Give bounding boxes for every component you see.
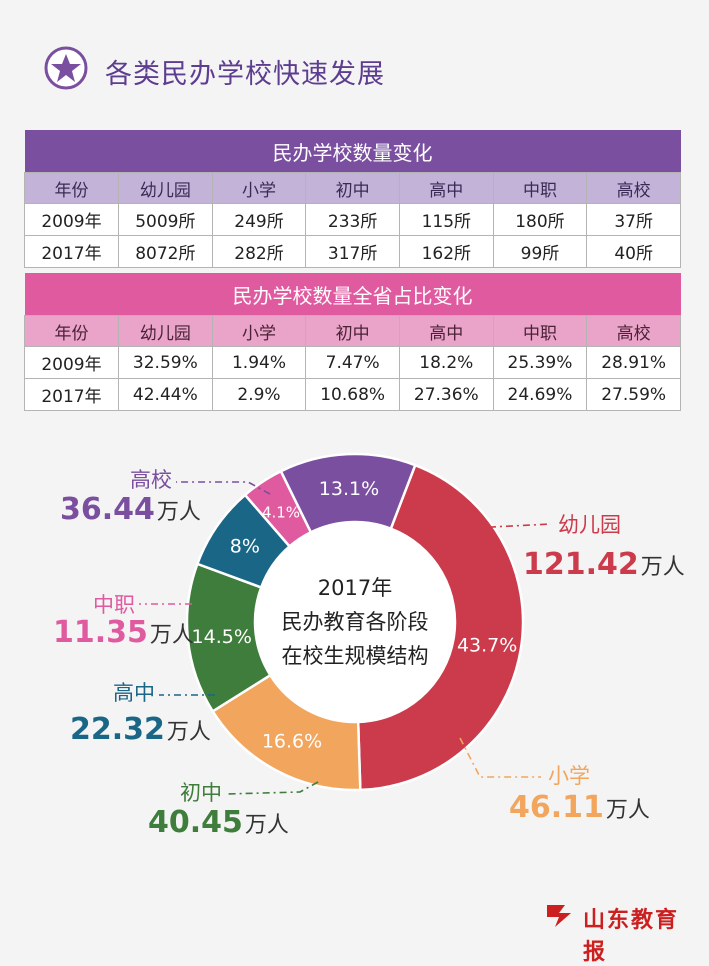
slice-percent-label: 14.5% [192, 626, 252, 648]
logo-icon [547, 905, 571, 927]
table-row: 2017年 8072所 282所 317所 162所 99所 40所 [24, 235, 681, 268]
table-cell: 37所 [586, 203, 681, 236]
header-cell: 中职 [492, 172, 588, 204]
table-cell: 2009年 [24, 203, 119, 236]
table-cell: 317所 [305, 235, 400, 268]
table-cell: 2017年 [24, 378, 119, 411]
slice-value-label: 40.45万人 [148, 805, 289, 840]
table-cell: 27.36% [398, 378, 494, 411]
table-cell: 27.59% [586, 378, 681, 411]
slice-value-label: 121.42万人 [523, 547, 685, 582]
page-title: 各类民办学校快速发展 [105, 59, 385, 90]
school-share-table: 民办学校数量全省占比变化 年份 幼儿园 小学 初中 高中 中职 高校 2009年… [24, 273, 681, 411]
header-cell: 初中 [305, 172, 400, 204]
slice-value-label: 11.35万人 [53, 615, 194, 650]
leader-line [225, 781, 319, 795]
header-cell: 幼儿园 [118, 315, 213, 347]
table-cell: 282所 [211, 235, 307, 268]
table-caption: 民办学校数量全省占比变化 [24, 273, 681, 316]
slice-category-label: 幼儿园 [558, 513, 621, 537]
header-cell: 中职 [492, 315, 588, 347]
table-cell: 162所 [398, 235, 494, 268]
header-cell: 小学 [211, 315, 307, 347]
table-cell: 99所 [492, 235, 588, 268]
table-cell: 18.2% [398, 346, 494, 379]
slice-value-label: 36.44万人 [60, 492, 201, 527]
star-icon [44, 46, 88, 90]
slice-value-label: 46.11万人 [509, 790, 650, 825]
table-cell: 42.44% [118, 378, 213, 411]
slice-category-label: 高中 [113, 681, 155, 705]
table-cell: 8072所 [118, 235, 213, 268]
slice-category-label: 小学 [548, 764, 590, 788]
newspaper-logo: 山东教育报 [543, 899, 701, 965]
table-cell: 115所 [398, 203, 494, 236]
table-header-row: 年份 幼儿园 小学 初中 高中 中职 高校 [24, 315, 681, 347]
header-cell: 小学 [211, 172, 307, 204]
table-cell: 2009年 [24, 346, 119, 379]
header-cell: 高中 [398, 172, 494, 204]
slice-value-label: 22.32万人 [70, 712, 211, 747]
table-cell: 2.9% [211, 378, 307, 411]
center-text: 民办教育各阶段 [282, 610, 429, 634]
header-cell: 高校 [586, 172, 681, 204]
table-cell: 5009所 [118, 203, 213, 236]
header-cell: 年份 [24, 315, 119, 347]
slice-percent-label: 16.6% [262, 730, 322, 752]
slice-category-label: 高校 [130, 468, 172, 492]
school-count-table: 民办学校数量变化 年份 幼儿园 小学 初中 高中 中职 高校 2009年 500… [24, 130, 681, 268]
table-cell: 28.91% [586, 346, 681, 379]
table-cell: 7.47% [305, 346, 400, 379]
center-text: 2017年 [318, 576, 392, 600]
table-cell: 180所 [492, 203, 588, 236]
table-cell: 32.59% [118, 346, 213, 379]
donut-chart: 2017年 民办教育各阶段 在校生规模结构 43.7% 幼儿园 121.42万人 16… [53, 452, 685, 840]
slice-percent-label: 4.1% [262, 503, 300, 521]
table-caption: 民办学校数量变化 [24, 130, 681, 173]
table-row: 2009年 32.59% 1.94% 7.47% 18.2% 25.39% 28… [24, 346, 681, 379]
table-row: 2009年 5009所 249所 233所 115所 180所 37所 [24, 203, 681, 236]
table-row: 2017年 42.44% 2.9% 10.68% 27.36% 24.69% 2… [24, 378, 681, 411]
leader-line [176, 481, 271, 495]
header-cell: 高校 [586, 315, 681, 347]
leader-line [471, 523, 552, 529]
center-text: 在校生规模结构 [282, 644, 429, 668]
donut-center [255, 522, 455, 722]
table-header-row: 年份 幼儿园 小学 初中 高中 中职 高校 [24, 172, 681, 204]
slice-percent-label: 43.7% [457, 634, 517, 656]
table-cell: 10.68% [305, 378, 400, 411]
table-cell: 40所 [586, 235, 681, 268]
table-cell: 249所 [211, 203, 307, 236]
table-cell: 2017年 [24, 235, 119, 268]
header-cell: 高中 [398, 315, 494, 347]
table-cell: 1.94% [211, 346, 307, 379]
table-cell: 25.39% [492, 346, 588, 379]
header-cell: 年份 [24, 172, 119, 204]
slice-category-label: 初中 [180, 781, 222, 805]
slice-percent-label: 8% [230, 536, 260, 558]
table-cell: 24.69% [492, 378, 588, 411]
slice-percent-label: 13.1% [319, 478, 379, 500]
header-cell: 初中 [305, 315, 400, 347]
header-cell: 幼儿园 [118, 172, 213, 204]
logo-text: 山东教育报 [583, 908, 680, 965]
table-cell: 233所 [305, 203, 400, 236]
slice-category-label: 中职 [93, 593, 135, 617]
